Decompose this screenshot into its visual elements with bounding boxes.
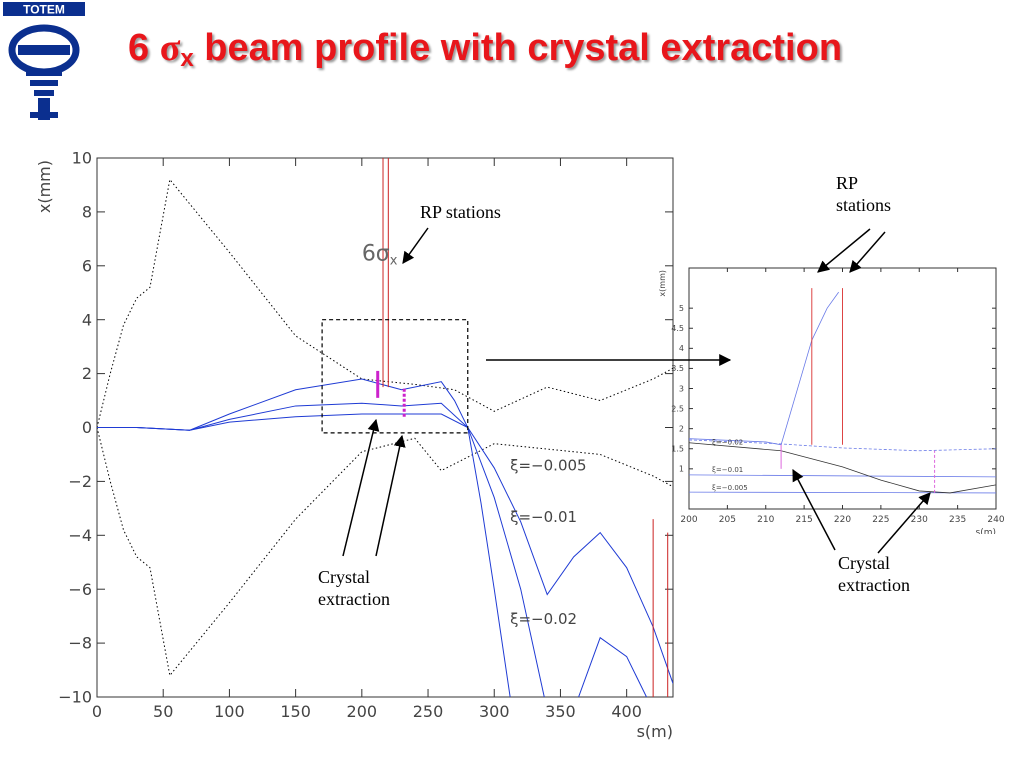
x-tick-label: 230 (911, 515, 928, 525)
x-tick-label: 200 (680, 515, 697, 525)
y-tick-label: 1.5 (671, 445, 684, 454)
series-line-2 (689, 474, 996, 478)
crystal-label-inset-line2: extraction (838, 575, 910, 595)
x-tick-label: 250 (413, 702, 444, 721)
x-tick-label: 220 (834, 515, 851, 525)
y-tick-label: 4 (679, 344, 684, 353)
title-subscript: x (180, 45, 194, 72)
crystal-label-main-line2: extraction (318, 589, 390, 609)
series-line-2 (97, 413, 673, 684)
x-tick-label: 200 (347, 702, 378, 721)
rp-label-inset: RP stations (836, 172, 891, 216)
y-axis-label: x(mm) (658, 270, 667, 297)
y-tick-label: 6 (82, 256, 92, 275)
y-tick-label: 2 (679, 424, 684, 433)
y-tick-label: −2 (68, 472, 92, 491)
y-tick-label: 0 (82, 418, 92, 437)
series-label: ξ=−0.01 (510, 508, 577, 526)
series-line-1 (689, 439, 996, 452)
y-tick-label: 4.5 (671, 324, 684, 333)
inset-zoom-chart: 200 205 210 215 220 225 230 235 240 1 1.5 2 2.5 3 3.5 4… (658, 267, 1005, 534)
crystal-label-main-line1: Crystal (318, 567, 370, 587)
zoom-region-box (321, 319, 469, 434)
x-tick-label: 240 (987, 515, 1004, 525)
rp-label-inset-line1: RP (836, 173, 859, 193)
x-tick-label: 100 (214, 702, 245, 721)
crystal-label-inset: Crystal extraction (838, 552, 910, 596)
y-tick-label: 8 (82, 203, 92, 222)
y-tick-label: −8 (68, 634, 92, 653)
y-tick-label: 1 (679, 465, 684, 474)
series-line-0 (97, 178, 673, 428)
x-tick-label: 50 (153, 702, 173, 721)
series-line-0 (689, 291, 839, 446)
series-label: ξ=−0.005 (712, 484, 748, 492)
x-tick-label: 235 (949, 515, 966, 525)
rp-label-inset-line2: stations (836, 195, 892, 215)
x-tick-label: 400 (611, 702, 642, 721)
plot-frame (96, 157, 674, 698)
title-prefix: 6 (128, 27, 160, 69)
y-tick-label: 10 (72, 149, 92, 168)
series-label: ξ=−0.005 (510, 457, 586, 475)
y-tick-label: 2 (82, 364, 92, 383)
x-tick-label: 205 (719, 515, 736, 525)
y-tick-label: 2.5 (671, 404, 684, 413)
title-sigma: σ (159, 27, 181, 69)
series-label: ξ=−0.01 (712, 466, 743, 474)
x-axis-label: s(m) (637, 722, 673, 741)
crystal-label-inset-line1: Crystal (838, 553, 890, 573)
x-tick-label: 350 (545, 702, 576, 721)
x-tick-label: 0 (92, 702, 102, 721)
y-tick-label: −10 (58, 688, 92, 707)
y-tick-label: 4 (82, 310, 92, 329)
y-tick-label: 5 (679, 304, 684, 313)
series-label: ξ=−0.02 (510, 610, 577, 628)
plot-area (689, 288, 996, 494)
envelope-label: 6σx (362, 241, 398, 268)
x-tick-label: 210 (757, 515, 774, 525)
slide-title: 6 σx beam profile with crystal extractio… (128, 26, 1008, 73)
x-tick-label: 215 (796, 515, 813, 525)
y-tick-label: −4 (68, 526, 92, 545)
x-tick-label: 300 (479, 702, 510, 721)
totem-logo: TOTEM (0, 0, 88, 130)
x-tick-label: 225 (872, 515, 889, 525)
x-axis-label: s(m) (976, 528, 996, 534)
series-line-1 (97, 427, 673, 677)
logo-text: TOTEM (23, 3, 65, 17)
y-tick-label: −6 (68, 580, 92, 599)
title-rest: beam profile with crystal extraction (193, 27, 843, 69)
main-beam-profile-chart: 0 50 100 150 200 250 300 350 400 10 8 6 4 2 0 −2 −4 −6 −8 −… (35, 149, 674, 741)
y-tick-label: 3 (679, 384, 684, 393)
x-tick-label: 150 (280, 702, 311, 721)
crystal-label-main: Crystal extraction (318, 566, 390, 610)
series-line-3 (97, 402, 648, 697)
rp-stations-label-main: RP stations (420, 202, 501, 222)
y-tick-label: 3.5 (671, 364, 684, 373)
y-axis-label: x(mm) (35, 160, 54, 213)
series-line-4 (97, 378, 511, 697)
series-label: ξ=−0.02 (712, 439, 743, 447)
